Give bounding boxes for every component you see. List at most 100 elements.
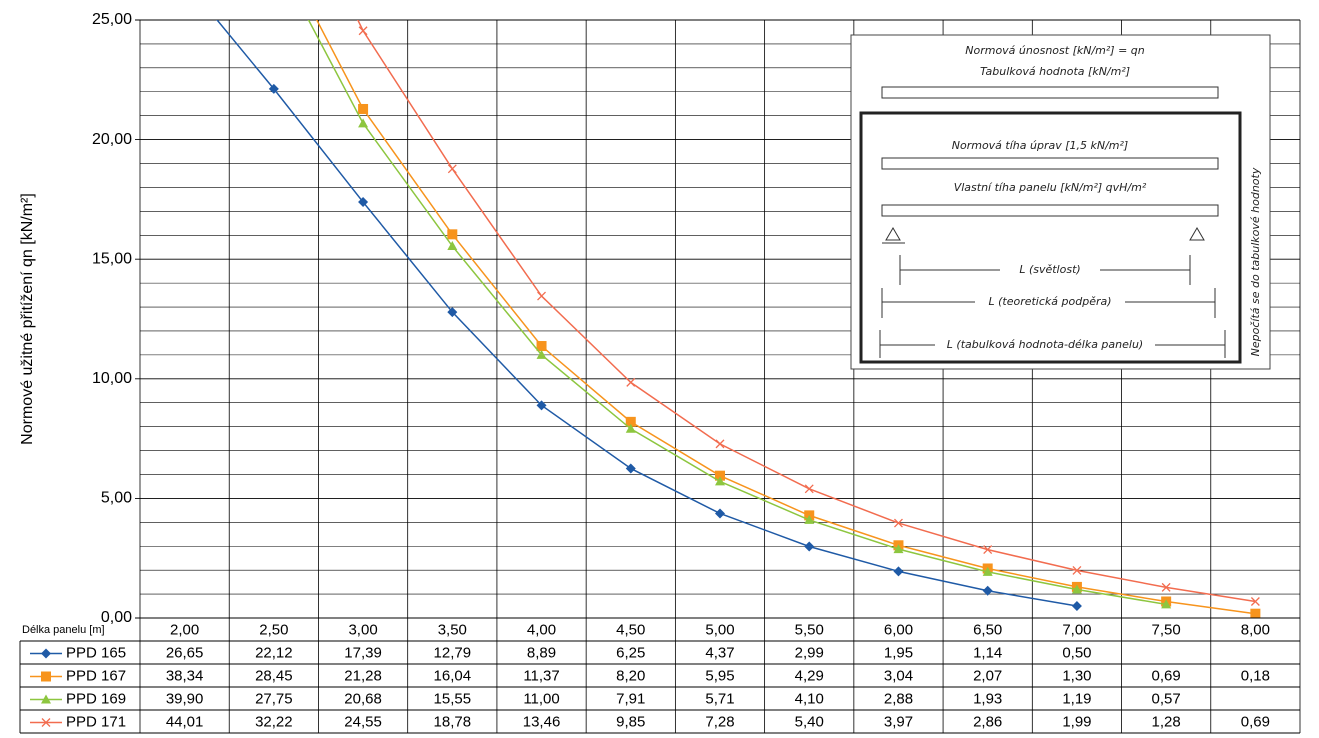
- legend-label: PPD 165: [66, 644, 126, 661]
- table-value: 9,85: [616, 713, 645, 730]
- table-value: 13,46: [523, 713, 561, 730]
- table-value: 6,25: [616, 644, 645, 661]
- table-value: 26,65: [166, 644, 204, 661]
- diagram-text: L (tabulková hodnota-délka panelu): [947, 338, 1143, 351]
- table-value: 2,86: [973, 713, 1002, 730]
- table-value: 8,20: [616, 667, 645, 684]
- marker: [804, 514, 815, 524]
- marker: [1250, 597, 1260, 606]
- marker: [804, 541, 815, 552]
- marker: [715, 476, 725, 486]
- table-value: 18,78: [434, 713, 472, 730]
- marker: [447, 241, 458, 251]
- diagram-box: [850, 34, 1271, 370]
- marker: [358, 197, 369, 208]
- x-tick-label: 2,00: [170, 621, 199, 638]
- table-value: 17,39: [344, 644, 382, 661]
- load-bar: [881, 204, 1219, 217]
- marker: [358, 118, 369, 128]
- table-value: 21,28: [344, 667, 382, 684]
- table-value: 16,04: [434, 667, 472, 684]
- marker: [715, 470, 725, 481]
- marker: [447, 229, 458, 240]
- table-value: 28,45: [255, 667, 293, 684]
- table-value: 27,75: [255, 690, 293, 707]
- marker: [625, 416, 636, 427]
- x-tick-label: 6,50: [973, 621, 1002, 638]
- table-value: 4,10: [795, 690, 824, 707]
- marker: [1161, 582, 1171, 592]
- table-value: 1,93: [973, 690, 1002, 707]
- series-line: [307, 20, 1167, 606]
- x-tick-label: 5,50: [795, 621, 824, 638]
- y-tick-label: 0,00: [101, 609, 132, 626]
- table-value: 2,99: [795, 644, 824, 661]
- marker: [1071, 601, 1082, 612]
- table-value: 1,14: [973, 644, 1002, 661]
- table-value: 0,69: [1241, 713, 1270, 730]
- table-value: 12,79: [434, 644, 472, 661]
- marker: [804, 484, 814, 494]
- x-tick-label: 3,00: [348, 621, 377, 638]
- marker: [625, 423, 636, 433]
- x-tick-label: 2,50: [259, 621, 288, 638]
- marker: [41, 718, 51, 727]
- diagram-text: Normová tíha úprav [1,5 kN/m²]: [952, 139, 1128, 152]
- y-tick-label: 5,00: [101, 490, 132, 507]
- table-value: 0,69: [1152, 667, 1181, 684]
- table-value: 1,28: [1152, 713, 1181, 730]
- x-tick-label: 6,00: [884, 621, 913, 638]
- y-tick-label: 10,00: [92, 370, 132, 387]
- table-value: 0,57: [1152, 690, 1181, 707]
- table-value: 4,29: [795, 667, 824, 684]
- table-value: 7,28: [705, 713, 734, 730]
- table-value: 1,19: [1062, 690, 1091, 707]
- table-value: 3,04: [884, 667, 913, 684]
- table-value: 24,55: [344, 713, 382, 730]
- marker: [1072, 565, 1082, 575]
- marker: [268, 83, 279, 94]
- table-value: 4,37: [705, 644, 734, 661]
- table-value: 7,91: [616, 690, 645, 707]
- diagram-text: Normová únosnost [kN/m²] = qn: [965, 44, 1145, 57]
- marker: [358, 103, 369, 114]
- marker: [626, 377, 636, 387]
- data-table: 2,00 2,50 3,00 3,50 4,00 4,50 5,00 5,50 6,00 6,50…: [19, 617, 1300, 734]
- plot: [216, 20, 1261, 618]
- table-header: Délka panelu [m]: [22, 624, 105, 636]
- x-tick-label: 7,50: [1152, 621, 1181, 638]
- x-tick-label: 4,00: [527, 621, 556, 638]
- table-value: 32,22: [255, 713, 293, 730]
- load-bar: [881, 157, 1219, 170]
- legend-label: PPD 169: [66, 690, 126, 707]
- marker: [536, 400, 547, 411]
- marker: [894, 518, 903, 528]
- diagram-text: Vlastní tíha panelu [kN/m²] qvH/m²: [954, 181, 1147, 194]
- marker: [41, 648, 51, 659]
- table-value: 3,97: [884, 713, 913, 730]
- table-value: 8,89: [527, 644, 556, 661]
- dimension-lines: [879, 255, 1226, 358]
- marker: [358, 26, 368, 36]
- x-tick-label: 7,00: [1062, 621, 1091, 638]
- marker: [893, 566, 904, 577]
- marker: [893, 544, 904, 554]
- marker: [536, 341, 547, 352]
- table-value: 5,71: [705, 690, 734, 707]
- legend-label: PPD 167: [66, 667, 126, 684]
- table-value: 1,30: [1062, 667, 1091, 684]
- diagram-text: L (světlost): [1019, 263, 1080, 276]
- y-tick-label: 25,00: [92, 11, 132, 28]
- y-tick-label: 15,00: [92, 250, 132, 267]
- y-axis-title: Normové užitné přitížení qn [kN/m²]: [19, 193, 36, 445]
- marker: [1161, 599, 1172, 609]
- legend-label: PPD 171: [66, 713, 126, 730]
- marker: [447, 164, 457, 174]
- marker: [625, 463, 636, 474]
- table-value: 5,95: [705, 667, 734, 684]
- marker: [1250, 608, 1261, 618]
- table-value: 22,12: [255, 644, 293, 661]
- table-value: 39,90: [166, 690, 204, 707]
- table-value: 0,50: [1062, 644, 1091, 661]
